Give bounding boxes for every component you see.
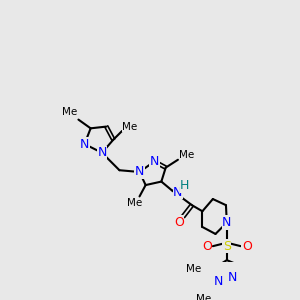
Text: S: S bbox=[223, 240, 231, 253]
Text: O: O bbox=[202, 240, 212, 253]
Text: N: N bbox=[97, 146, 107, 159]
Text: N: N bbox=[222, 216, 232, 229]
Text: N: N bbox=[228, 271, 238, 284]
Text: N: N bbox=[135, 166, 144, 178]
Text: Me: Me bbox=[122, 122, 137, 132]
Text: N: N bbox=[173, 186, 183, 199]
Text: Me: Me bbox=[62, 107, 77, 117]
Text: O: O bbox=[174, 216, 184, 229]
Text: Me: Me bbox=[127, 198, 142, 208]
Text: Me: Me bbox=[179, 150, 194, 161]
Text: Me: Me bbox=[196, 294, 212, 300]
Text: N: N bbox=[150, 155, 159, 168]
Text: Me: Me bbox=[186, 264, 201, 274]
Text: H: H bbox=[180, 179, 190, 192]
Text: O: O bbox=[242, 240, 252, 253]
Text: N: N bbox=[213, 275, 223, 289]
Text: N: N bbox=[80, 137, 89, 151]
